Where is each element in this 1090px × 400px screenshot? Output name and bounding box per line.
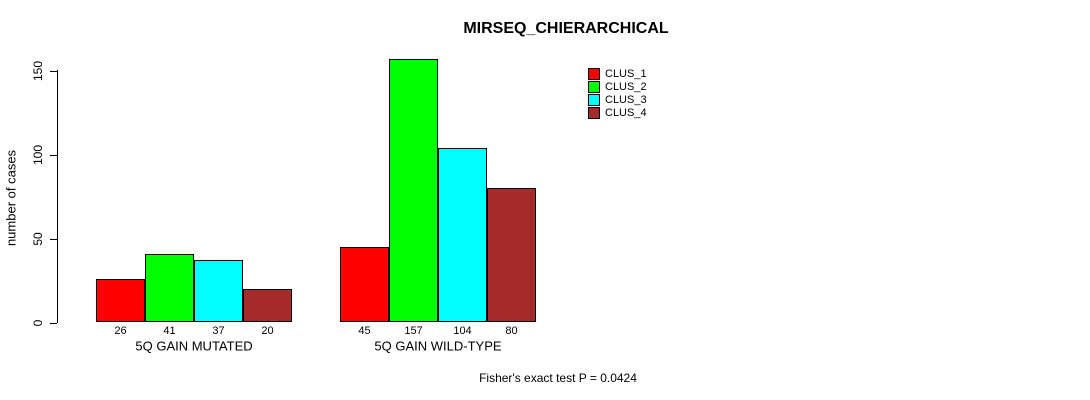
- statistical-test-annotation: Fisher's exact test P = 0.0424: [479, 371, 637, 385]
- bar-clus_3-group1: [194, 260, 243, 323]
- bar-value-label: 26: [114, 325, 127, 337]
- legend-label: CLUS_4: [605, 107, 647, 120]
- y-tick-mark: [50, 238, 57, 240]
- bar-clus_4-group2: [487, 188, 536, 323]
- legend-swatch-icon: [588, 67, 600, 80]
- category-label: 5Q GAIN WILD-TYPE: [374, 338, 502, 354]
- chart-title: MIRSEQ_CHIERARCHICAL: [463, 20, 669, 37]
- bar-clus_3-group2: [438, 147, 487, 323]
- legend-label: CLUS_1: [605, 67, 647, 80]
- bar-value-label: 41: [163, 325, 176, 337]
- bar-value-label: 157: [404, 325, 423, 337]
- y-tick-label: 0: [31, 319, 45, 326]
- bar-clus_1-group1: [96, 278, 145, 323]
- category-label: 5Q GAIN MUTATED: [135, 338, 253, 354]
- bar-value-label: 45: [358, 325, 371, 337]
- legend-item: CLUS_1: [588, 67, 647, 80]
- bar-value-label: 20: [261, 325, 274, 337]
- y-axis-line: [57, 70, 58, 323]
- y-tick-mark: [50, 154, 57, 156]
- bar-value-label: 37: [212, 325, 225, 337]
- legend-swatch-icon: [588, 107, 600, 120]
- bar-clus_1-group2: [340, 246, 389, 323]
- bar-value-label: 104: [453, 325, 472, 337]
- legend-label: CLUS_2: [605, 80, 647, 93]
- y-axis-title: number of cases: [3, 149, 19, 247]
- legend-item: CLUS_3: [588, 94, 647, 107]
- legend-item: CLUS_4: [588, 107, 647, 120]
- bar-clus_4-group1: [243, 288, 292, 323]
- legend-label: CLUS_3: [605, 94, 647, 107]
- y-tick-label: 100: [31, 144, 45, 165]
- legend-swatch-icon: [588, 94, 600, 107]
- bar-value-label: 80: [505, 325, 518, 337]
- legend-swatch-icon: [588, 80, 600, 93]
- y-tick-mark: [50, 70, 57, 72]
- legend-item: CLUS_2: [588, 80, 647, 93]
- y-tick-label: 50: [31, 231, 45, 246]
- bar-clus_2-group1: [145, 253, 194, 323]
- y-tick-mark: [50, 322, 57, 324]
- y-tick-label: 150: [31, 60, 45, 81]
- bar-clus_2-group2: [389, 58, 438, 323]
